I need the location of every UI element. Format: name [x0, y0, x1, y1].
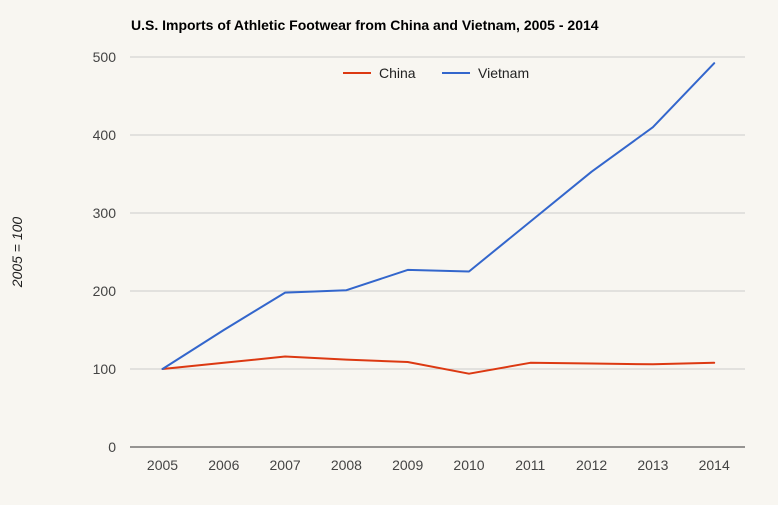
- legend-label-china: China: [379, 65, 416, 81]
- y-axis-ticks: 0 100 200 300 400 500: [93, 49, 117, 455]
- y-axis-label: 2005 = 100: [9, 217, 25, 289]
- x-tick-label: 2005: [147, 457, 178, 473]
- y-tick-label: 0: [108, 439, 116, 455]
- y-tick-label: 400: [93, 127, 117, 143]
- series-line-china: [161, 355, 716, 375]
- x-tick-label: 2008: [331, 457, 362, 473]
- chart-title: U.S. Imports of Athletic Footwear from C…: [131, 17, 599, 33]
- x-tick-label: 2007: [270, 457, 301, 473]
- x-tick-label: 2014: [699, 457, 730, 473]
- y-tick-label: 100: [93, 361, 117, 377]
- x-tick-label: 2009: [392, 457, 423, 473]
- x-axis-ticks: 2005 2006 2007 2008 2009 2010 2011 2012 2013 2014: [147, 457, 730, 473]
- y-tick-label: 200: [93, 283, 117, 299]
- x-tick-label: 2012: [576, 457, 607, 473]
- x-tick-label: 2011: [515, 457, 545, 473]
- x-tick-label: 2006: [208, 457, 239, 473]
- x-tick-label: 2013: [637, 457, 668, 473]
- gridlines: [130, 56, 745, 448]
- y-tick-label: 500: [93, 49, 117, 65]
- x-tick-label: 2010: [453, 457, 484, 473]
- series-line-vietnam: [161, 62, 716, 370]
- legend-label-vietnam: Vietnam: [478, 65, 529, 81]
- legend: China Vietnam: [343, 65, 529, 81]
- series-lines: [161, 62, 716, 375]
- y-tick-label: 300: [93, 205, 117, 221]
